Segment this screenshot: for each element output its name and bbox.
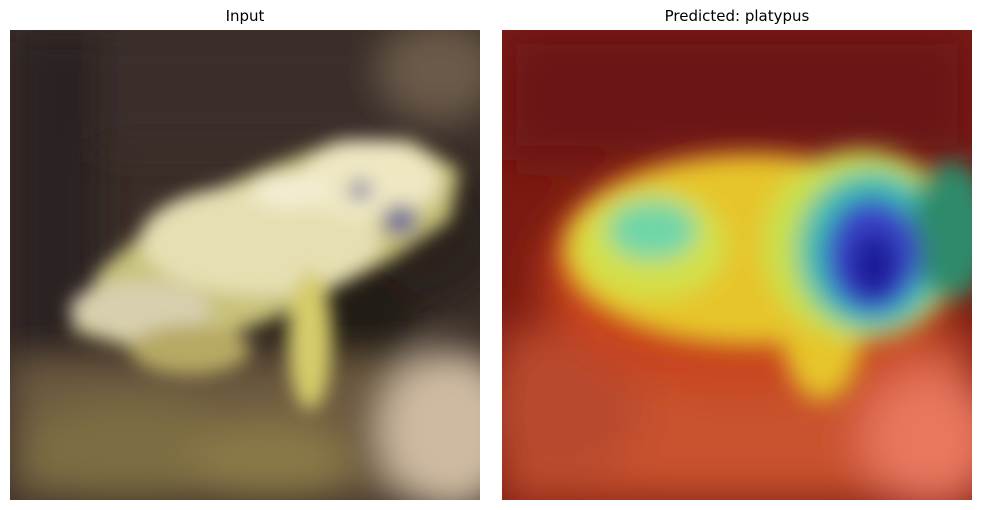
input-panel-title: Input (225, 7, 265, 25)
heatmap-image (502, 30, 972, 500)
input-image (10, 30, 480, 500)
input-panel: Input (9, 0, 481, 510)
heatmap-panel: Predicted: platypus (501, 0, 973, 510)
heatmap-panel-title: Predicted: platypus (664, 7, 810, 25)
